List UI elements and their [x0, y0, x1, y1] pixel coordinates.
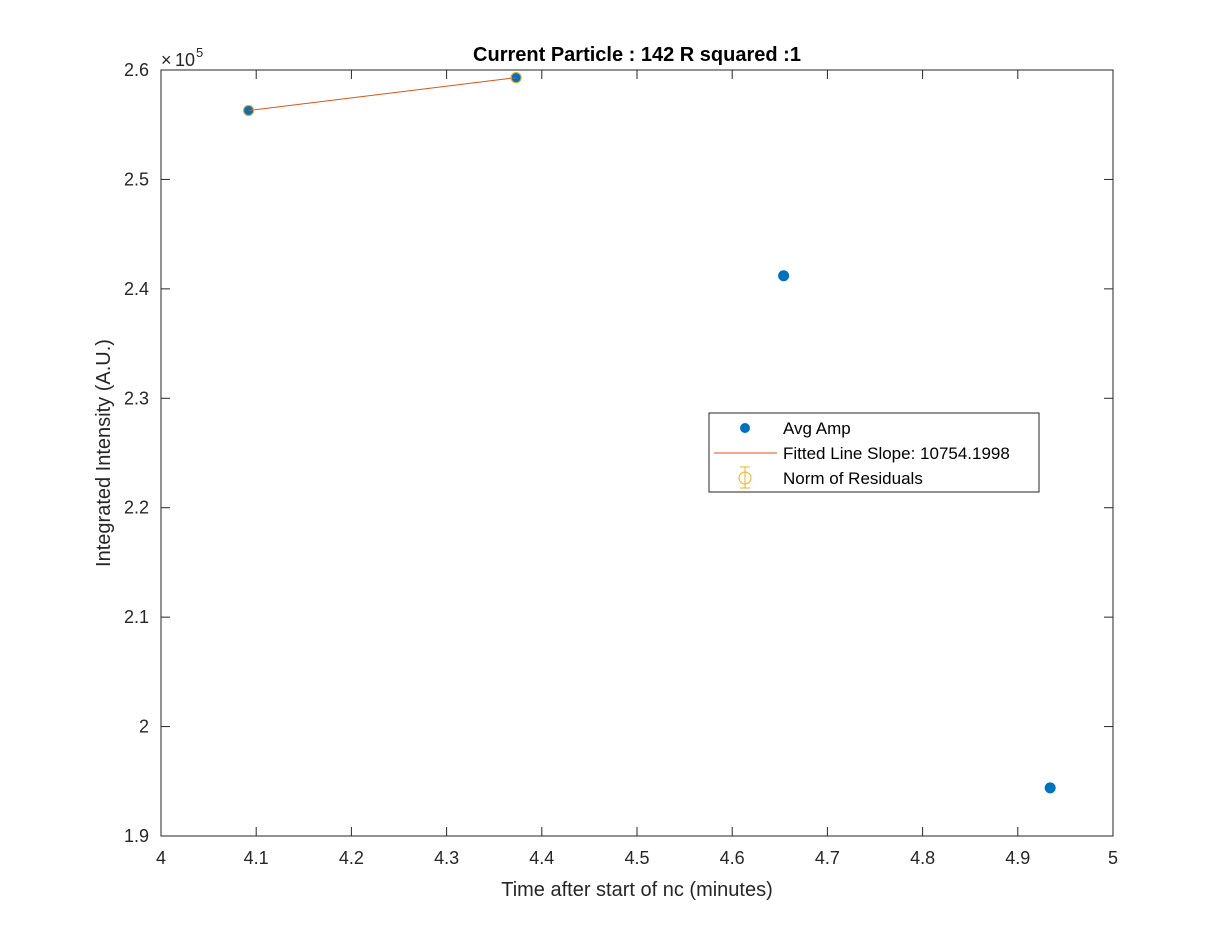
x-tick-label: 4.1 [244, 848, 269, 868]
y-exponent-times-sign: × [161, 50, 172, 70]
legend-marker-avg-amp [740, 423, 750, 433]
norm-of-residuals-marker [510, 72, 522, 84]
avg-amp-point [778, 270, 790, 282]
x-tick-label: 4.6 [720, 848, 745, 868]
legend-marker-errorbar [738, 466, 752, 489]
x-axis-ticks: 4 4.1 4.2 4.3 4.4 4.5 4.6 4.7 4.8 4.9 5 [156, 70, 1118, 868]
x-tick-label: 5 [1108, 848, 1118, 868]
fitted-line [248, 77, 517, 111]
y-tick-label: 2 [139, 717, 149, 737]
legend-label-norm-of-residuals: Norm of Residuals [783, 469, 923, 488]
x-tick-label: 4.5 [624, 848, 649, 868]
norm-of-residuals-marker [243, 104, 255, 116]
chart-title: Current Particle : 142 R squared :1 [473, 44, 801, 66]
x-tick-label: 4.8 [910, 848, 935, 868]
x-tick-label: 4.9 [1005, 848, 1030, 868]
y-tick-label: 2.3 [124, 388, 149, 408]
x-axis-label: Time after start of nc (minutes) [501, 879, 773, 901]
x-tick-label: 4.2 [339, 848, 364, 868]
x-tick-label: 4.3 [434, 848, 459, 868]
y-tick-label: 1.9 [124, 826, 149, 846]
series-layer [243, 72, 1056, 794]
y-axis-ticks: 1.9 2 2.1 2.2 2.3 2.4 2.5 2.6 [124, 60, 1113, 846]
y-tick-label: 2.1 [124, 607, 149, 627]
y-exponent-power: 5 [196, 45, 203, 60]
legend-label-avg-amp: Avg Amp [783, 419, 851, 438]
y-tick-label: 2.6 [124, 60, 149, 80]
y-axis-label: Integrated Intensity (A.U.) [93, 339, 115, 567]
x-tick-label: 4 [156, 848, 166, 868]
legend: Avg Amp Fitted Line Slope: 10754.1998 No… [708, 412, 1040, 493]
y-axis-exponent: × 10 5 [161, 45, 203, 70]
x-tick-label: 4.7 [815, 848, 840, 868]
legend-label-fitted-line: Fitted Line Slope: 10754.1998 [783, 444, 1010, 463]
y-exponent-base: 10 [175, 50, 195, 70]
x-tick-label: 4.4 [529, 848, 554, 868]
avg-amp-point [1044, 782, 1056, 794]
y-tick-label: 2.2 [124, 498, 149, 518]
y-tick-label: 2.5 [124, 169, 149, 189]
y-tick-label: 2.4 [124, 279, 149, 299]
